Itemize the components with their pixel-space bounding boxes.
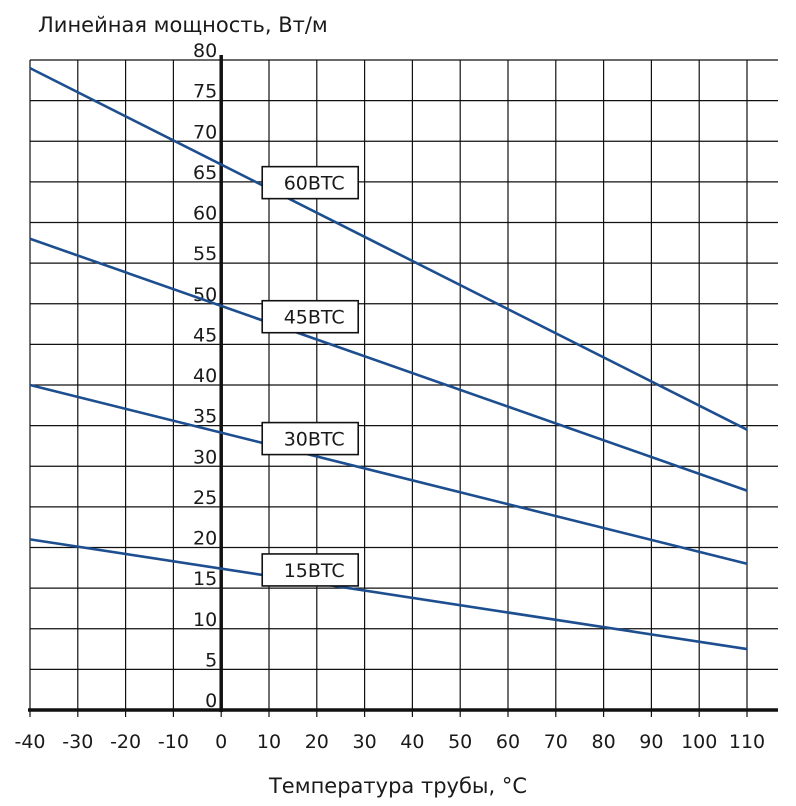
series-label-box-45BTC bbox=[261, 299, 360, 334]
series-label-box-60BTC bbox=[261, 165, 360, 200]
x-tick-label-0: 0 bbox=[215, 731, 227, 753]
x-tick-label--40: -40 bbox=[14, 731, 45, 753]
x-tick-label--30: -30 bbox=[62, 731, 93, 753]
x-axis-title: Температура трубы, °C bbox=[268, 774, 527, 798]
x-tick-label-70: 70 bbox=[544, 731, 568, 753]
y-tick-label-55: 55 bbox=[193, 243, 217, 265]
x-tick-label-90: 90 bbox=[639, 731, 663, 753]
y-tick-label-25: 25 bbox=[193, 487, 217, 509]
x-tick-label-30: 30 bbox=[353, 731, 377, 753]
y-tick-label-60: 60 bbox=[193, 203, 217, 225]
x-tick-label-80: 80 bbox=[592, 731, 616, 753]
y-tick-label-75: 75 bbox=[193, 81, 217, 103]
y-tick-label-20: 20 bbox=[193, 528, 217, 550]
y-tick-label-40: 40 bbox=[193, 365, 217, 387]
series-label-60BTC: 60BTC bbox=[284, 173, 345, 195]
x-tick-labels: -40 -30 -20 -10 0 10 20 30 40 50 60 70 80 90 100 110 bbox=[14, 731, 765, 753]
x-tick-label-10: 10 bbox=[257, 731, 281, 753]
series-line-45BTC bbox=[29, 237, 748, 492]
grid bbox=[28, 55, 778, 717]
y-tick-label-70: 70 bbox=[193, 121, 217, 143]
x-tick-label-40: 40 bbox=[400, 731, 424, 753]
y-tick-label-80: 80 bbox=[193, 40, 217, 62]
y-tick-label-50: 50 bbox=[193, 284, 217, 306]
series-lines: 60BTC 45BTC 30BTC 15BTC bbox=[29, 66, 748, 651]
series-line-30BTC bbox=[29, 383, 748, 566]
series-label-15BTC: 15BTC bbox=[284, 560, 345, 582]
y-tick-label-30: 30 bbox=[193, 446, 217, 468]
x-tick-label-20: 20 bbox=[305, 731, 329, 753]
y-tick-label-45: 45 bbox=[193, 324, 217, 346]
y-tick-label-65: 65 bbox=[193, 162, 217, 184]
series-line-60BTC bbox=[29, 66, 748, 431]
series-label-box-15BTC bbox=[261, 553, 360, 587]
y-tick-labels: 0 5 10 15 20 25 30 35 40 45 50 55 60 65 70 75 80 bbox=[193, 40, 217, 712]
x-tick-label-50: 50 bbox=[448, 731, 472, 753]
series-line-15BTC bbox=[29, 538, 748, 651]
x-tick-label--10: -10 bbox=[158, 731, 189, 753]
x-tick-label--20: -20 bbox=[110, 731, 141, 753]
y-tick-label-0: 0 bbox=[205, 690, 217, 712]
y-tick-label-5: 5 bbox=[205, 649, 217, 671]
y-tick-label-10: 10 bbox=[193, 609, 217, 631]
series-label-45BTC: 45BTC bbox=[284, 307, 345, 329]
x-tick-label-110: 110 bbox=[729, 731, 765, 753]
y-tick-label-15: 15 bbox=[193, 568, 217, 590]
y-axis-title: Линейная мощность, Вт/м bbox=[38, 13, 328, 37]
x-tick-label-60: 60 bbox=[496, 731, 520, 753]
y-tick-label-35: 35 bbox=[193, 406, 217, 428]
series-label-box-30BTC bbox=[261, 421, 360, 456]
x-tick-label-100: 100 bbox=[681, 731, 717, 753]
series-label-30BTC: 30BTC bbox=[284, 429, 345, 451]
